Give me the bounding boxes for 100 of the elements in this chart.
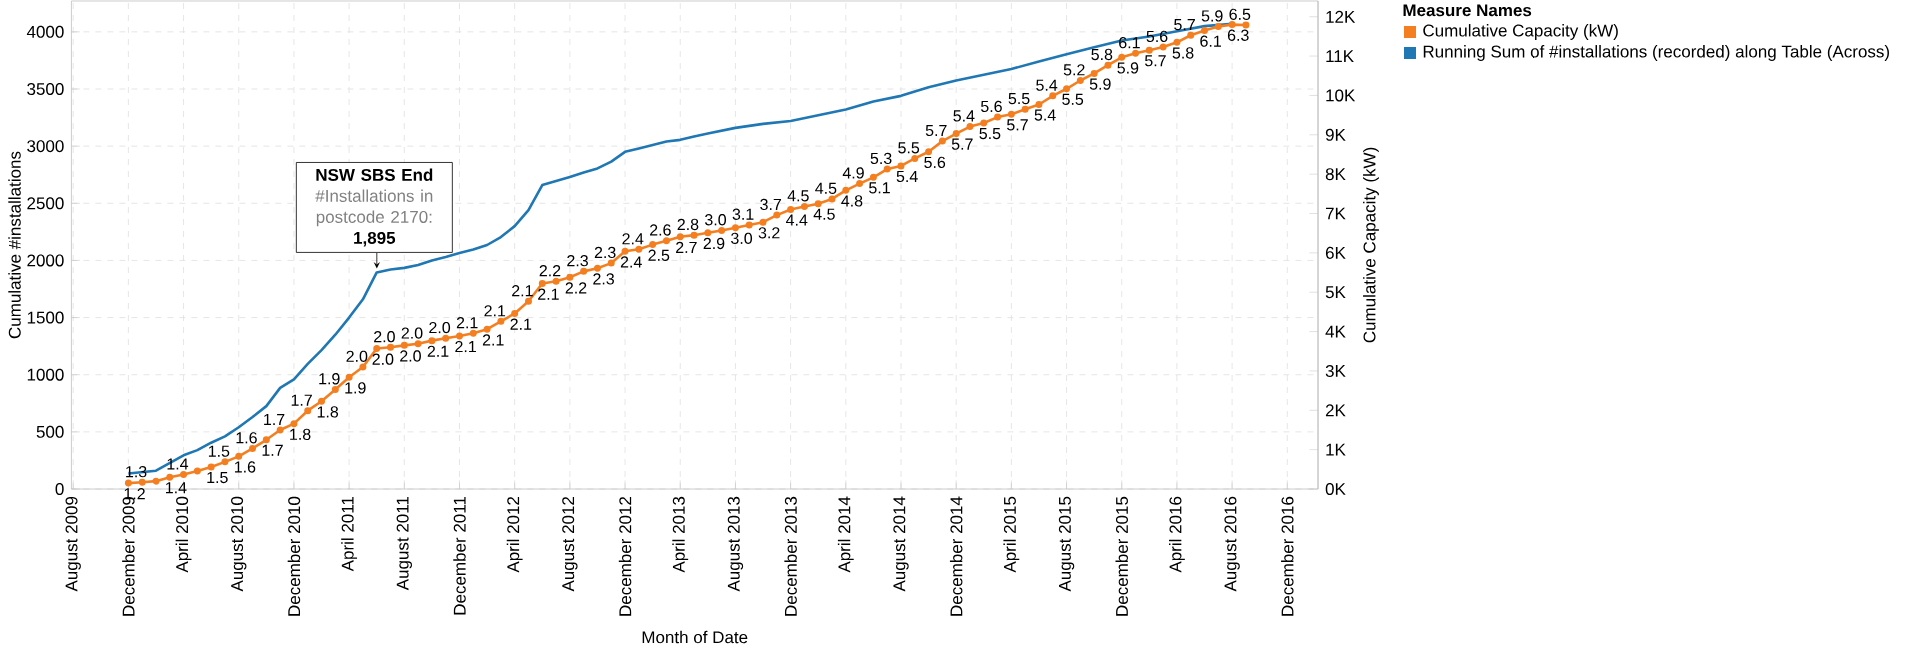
annotation: 2.1 — [456, 316, 478, 329]
y2-tick-label: 10K — [1326, 89, 1356, 102]
legend-title: Measure Names — [1403, 4, 1532, 17]
annotation: 1.6 — [236, 432, 257, 444]
y-tick-label: 1500 — [27, 311, 64, 324]
annotation: 5.6 — [980, 100, 1002, 113]
annotation: 6.5 — [1229, 8, 1251, 20]
annotation: 5.7 — [1144, 55, 1166, 67]
annotation: 2.0 — [400, 350, 421, 362]
annotation: 2.8 — [677, 218, 699, 231]
annotation: 2.7 — [676, 241, 697, 253]
x-tick-label: December 2015 — [1115, 496, 1128, 616]
annotation: 5.4 — [1034, 109, 1056, 121]
y2-tick-label: 5K — [1325, 286, 1346, 299]
annotation: 2.1 — [427, 345, 449, 357]
y-tick-label: 4000 — [26, 25, 64, 38]
annotation: 2.0 — [401, 327, 423, 339]
annotation: 2.2 — [565, 282, 587, 294]
annotation: 2.3 — [567, 255, 588, 267]
x-tick-label: December 2012 — [618, 496, 632, 616]
annotation: 4.5 — [815, 182, 837, 194]
y-axis-title: Cumulative #installations — [8, 151, 21, 339]
annotation: 3.1 — [732, 208, 754, 220]
legend-label: Running Sum of #installations (recorded) along Table (Across) — [1423, 45, 1889, 61]
annotation: 1.9 — [345, 382, 366, 394]
annotation: 5.4 — [896, 170, 918, 183]
annotation: 1.5 — [208, 445, 230, 457]
annotation: 5.1 — [869, 182, 890, 194]
annotation: 2.1 — [512, 285, 533, 297]
y2-tick-label: 4K — [1325, 325, 1346, 338]
x-tick-label: August 2009 — [65, 496, 81, 592]
annotation: 2.0 — [429, 321, 451, 334]
x-tick-label: April 2011 — [341, 496, 358, 572]
annotation: 2.0 — [372, 353, 394, 365]
x-tick-label: April 2014 — [837, 496, 854, 573]
annotation: 5.4 — [953, 110, 975, 122]
annotation: 6.3 — [1227, 29, 1249, 41]
annotation: 4.5 — [787, 190, 809, 202]
y-tick-label: 2500 — [27, 197, 64, 210]
annotation: 2.1 — [510, 318, 532, 330]
annotation: 3.7 — [760, 198, 782, 211]
annotation: 4.8 — [841, 195, 863, 207]
x-tick-label: August 2016 — [1224, 496, 1240, 592]
x-tick-label: August 2011 — [396, 496, 412, 591]
x-tick-label: December 2014 — [949, 496, 963, 616]
annotation: 5.5 — [1062, 93, 1084, 105]
annotation: 5.5 — [1008, 93, 1030, 105]
annotation: #Installations in postcode 2170: — [315, 189, 433, 227]
x-tick-label: April 2010 — [175, 496, 192, 573]
annotation: 5.7 — [1007, 119, 1028, 131]
x-axis-title: Month of Date — [642, 630, 748, 644]
y2-tick-label: 1K — [1326, 443, 1346, 456]
annotation: 5.7 — [925, 124, 947, 137]
annotation: 5.7 — [951, 138, 973, 150]
y-tick-label: 500 — [36, 425, 64, 438]
annotation: 1.9 — [319, 373, 340, 385]
x-tick-label: December 2011 — [453, 496, 466, 615]
annotation: 2.6 — [650, 224, 671, 236]
annotation: 5.3 — [870, 152, 892, 165]
y2-axis-title: Cumulative Capacity (kW) — [1363, 147, 1379, 343]
annotation: 1.7 — [262, 444, 283, 456]
x-tick-label: April 2013 — [672, 496, 689, 573]
annotation: 5.8 — [1172, 47, 1194, 59]
annotation: 1.7 — [291, 394, 312, 406]
x-tick-label: December 2010 — [287, 496, 301, 616]
x-tick-label: April 2016 — [1169, 496, 1185, 573]
annotation: 2.4 — [620, 256, 642, 268]
annotation: 1.7 — [264, 413, 285, 425]
x-tick-label: December 2013 — [784, 496, 797, 616]
annotation: 5.9 — [1089, 78, 1111, 90]
annotation: 5.6 — [924, 156, 946, 169]
legend-label: Cumulative Capacity (kW) — [1423, 24, 1618, 40]
y-tick-label: 2000 — [27, 254, 64, 267]
x-tick-label: August 2015 — [1058, 496, 1075, 592]
annotation: 2.2 — [539, 265, 561, 277]
y-tick-label: 0 — [55, 483, 64, 496]
y2-tick-label: 7K — [1325, 207, 1346, 220]
x-tick-label: August 2013 — [727, 496, 744, 592]
y2-tick-label: 11K — [1326, 50, 1354, 62]
annotation: 5.7 — [1174, 19, 1195, 31]
annotation: 3.2 — [758, 227, 780, 239]
annotation: 3.0 — [731, 232, 753, 245]
x-tick-label: December 2016 — [1281, 496, 1294, 616]
annotation: 1.6 — [234, 461, 256, 473]
y2-tick-label: 3K — [1325, 364, 1346, 377]
annotation: 1.8 — [290, 428, 311, 440]
annotation: 2.1 — [484, 305, 506, 317]
annotation: 5.4 — [1036, 79, 1058, 91]
x-tick-label: August 2014 — [893, 496, 909, 592]
y-tick-label: 1000 — [27, 368, 64, 381]
annotation: 1.4 — [167, 458, 189, 470]
annotation: 5.2 — [1063, 64, 1085, 76]
annotation: 2.0 — [374, 331, 395, 343]
annotation: 2.3 — [593, 273, 614, 285]
x-tick-label: August 2010 — [231, 496, 247, 592]
y2-tick-label: 2K — [1325, 404, 1346, 417]
annotation: 6.1 — [1119, 37, 1140, 49]
y2-tick-label: 9K — [1325, 128, 1346, 141]
x-tick-label: April 2012 — [506, 496, 523, 573]
annotation: 3.0 — [704, 214, 727, 226]
